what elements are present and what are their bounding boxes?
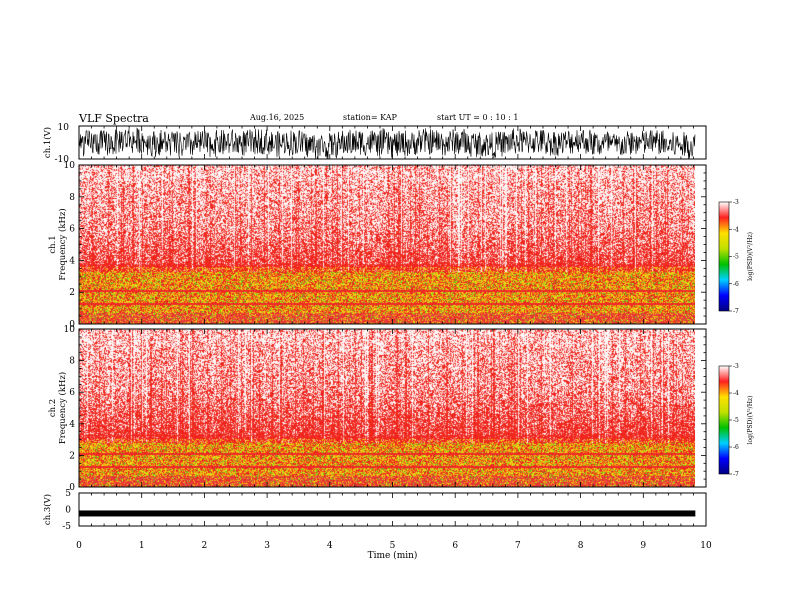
ch1-spectrogram-ylabel-line: ch.1 [48,235,58,253]
station-label: station= KAP [343,113,397,122]
ch2-spectrogram-ylabel-line: Frequency (kHz) [57,372,68,444]
x-tick-label: 0 [76,541,82,551]
ch2-spectrogram-colorbar-tick-label: -7 [733,471,739,478]
date-label: Aug.16, 2025 [250,113,305,122]
ch1-waveform-ylabel: ch.1(V) [42,127,53,158]
ch1-spectrogram-raster [79,165,695,324]
ch2-spectrogram-ytick-label: 4 [69,420,75,430]
x-tick-label: 8 [578,541,584,551]
ch1-spectrogram-colorbar-tick-label: -7 [733,308,739,315]
x-tick-label: 1 [139,541,145,551]
ch1-ytick-label: -10 [55,155,70,165]
ch2-spectrogram-ytick-label: 10 [64,325,76,335]
start-time-label: start UT = 0 : 10 : 1 [437,113,519,122]
ch3-ytick-label: 5 [65,489,71,499]
ch2-spectrogram-ylabel: ch.2Frequency (kHz) [48,372,68,444]
x-tick-label: 2 [202,541,208,551]
ch3-waveform-ylabel: ch.3(V) [42,494,53,525]
ch3-waveform-line [79,510,696,517]
ch1-spectrogram-colorbar-tick-label: -5 [733,254,739,261]
ch3-ytick-label: 0 [65,506,71,516]
ch1-spectrogram-ytick-label: 2 [69,288,75,298]
ch2-spectrogram-colorbar-tick-label: -4 [733,390,739,397]
ch2-spectrogram-colorbar-tick-label: -5 [733,417,739,424]
ch1-ytick-label: 10 [58,123,70,133]
ch1-spectrogram-colorbar-tick-label: -6 [733,281,739,288]
x-tick-label: 5 [390,541,396,551]
x-tick-label: 6 [452,541,458,551]
ch2-spectrogram-colorbar-tick-label: -6 [733,444,739,451]
ch1-spectrogram-ytick-label: 10 [64,161,76,171]
ch2-spectrogram-colorbar-label: log(PSD)(V²/Hz) [747,396,754,445]
ch2-spectrogram-raster [79,329,695,487]
ch1-spectrogram-colorbar-tick-label: -4 [733,226,739,233]
ch1-spectrogram-ytick-label: 0 [69,320,75,330]
ch1-spectrogram-colorbar-tick-label: -3 [733,199,739,206]
ch1-spectrogram-colorbar-label: log(PSD)(V²/Hz) [747,232,754,281]
x-tick-label: 7 [515,541,521,551]
x-tick-label: 10 [700,541,712,551]
chart-title: VLF Spectra [79,112,149,125]
ch2-spectrogram-ytick-label: 0 [69,483,75,493]
x-tick-label: 9 [640,541,646,551]
x-tick-label: 4 [327,541,333,551]
ch1-spectrogram-ytick-label: 6 [69,225,75,235]
x-axis-label: Time (min) [368,550,418,561]
ch2-spectrogram-colorbar [718,365,730,475]
ch2-spectrogram-ytick-label: 8 [69,357,75,367]
ch1-spectrogram-colorbar [718,201,730,312]
ch2-spectrogram-ylabel-line: ch.2 [48,399,58,417]
ch1-spectrogram-ytick-label: 4 [69,256,75,266]
ch1-spectrogram-ylabel: ch.1Frequency (kHz) [48,208,68,280]
ch1-waveform-line [78,127,696,160]
ch2-spectrogram-ytick-label: 2 [69,451,75,461]
ch3-ytick-label: -5 [62,522,71,532]
ch1-spectrogram-ylabel-line: Frequency (kHz) [57,208,68,280]
x-tick-label: 3 [264,541,270,551]
ch1-spectrogram-ytick-label: 8 [69,193,75,203]
ch2-spectrogram-ytick-label: 6 [69,388,75,398]
ch2-spectrogram-colorbar-tick-label: -3 [733,363,739,370]
